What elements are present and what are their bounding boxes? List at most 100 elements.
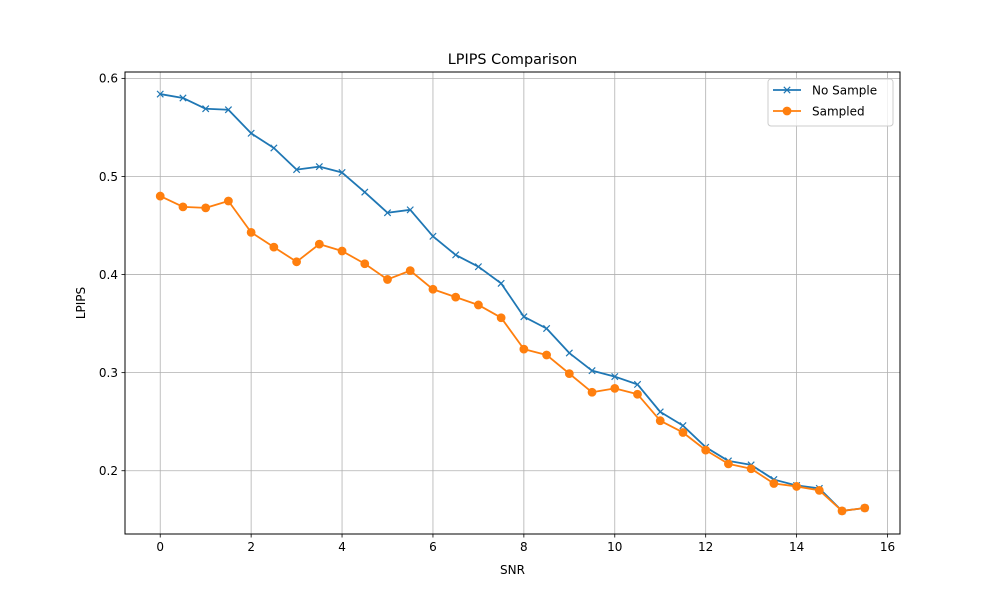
- data-point-no-sample: [179, 94, 187, 102]
- data-point-sampled: [405, 266, 415, 276]
- data-point-no-sample-stroke: [520, 313, 528, 321]
- data-point-sampled: [542, 350, 551, 360]
- plot-frame: [124, 71, 901, 535]
- data-point-no-sample: [247, 129, 255, 137]
- data-point-sampled: [610, 383, 620, 393]
- x-tick-label: 0: [156, 540, 164, 554]
- legend: No Sample Sampled: [767, 78, 894, 127]
- data-point-no-sample: [406, 206, 414, 214]
- data-point-sampled: [633, 389, 642, 399]
- legend-marker-sampled: [782, 106, 792, 116]
- data-point-no-sample-stroke: [429, 232, 437, 240]
- x-axis-label: SNR: [500, 563, 525, 577]
- x-tick-label: 6: [429, 540, 437, 554]
- data-point-no-sample-stroke: [406, 206, 414, 214]
- x-tick-label: 8: [520, 540, 528, 554]
- legend-label-no-sample: No Sample: [812, 84, 877, 98]
- data-point-no-sample: [156, 90, 164, 98]
- data-point-no-sample: [497, 279, 505, 288]
- data-point-sampled: [246, 227, 256, 237]
- data-point-sampled: [428, 284, 438, 294]
- data-point-no-sample: [292, 165, 301, 174]
- legend-marker-point: [783, 86, 791, 94]
- x-tick-label: 10: [607, 540, 622, 554]
- data-point-no-sample: [224, 106, 233, 114]
- data-point-no-sample-stroke: [542, 324, 551, 333]
- legend-marker-point-stroke: [783, 86, 791, 94]
- data-point-no-sample-stroke: [611, 372, 619, 381]
- legend-label-sampled: Sampled: [812, 105, 865, 119]
- data-point-sampled: [360, 259, 370, 269]
- data-point-sampled: [201, 203, 211, 213]
- data-point-sampled: [292, 257, 301, 267]
- data-point-no-sample-stroke: [679, 421, 687, 430]
- data-point-no-sample-stroke: [588, 367, 596, 375]
- data-point-sampled: [814, 485, 824, 495]
- data-point-no-sample: [270, 144, 278, 152]
- data-point-no-sample-stroke: [474, 263, 483, 271]
- grid: [125, 72, 900, 534]
- x-tick-label: 4: [338, 540, 346, 554]
- data-point-no-sample-stroke: [270, 144, 278, 152]
- data-point-sampled: [155, 191, 165, 201]
- series-line-no-sample: [160, 93, 865, 512]
- y-tick-label: 0.2: [99, 464, 118, 478]
- legend-marker-point: [782, 106, 792, 116]
- data-point-no-sample-stroke: [315, 163, 323, 171]
- axis-ticks: 0 2 4 6 8 10 12 14 16 0.2 0.3 0.4 0.5 0.6: [99, 72, 895, 554]
- x-tick-label: 16: [880, 540, 895, 554]
- x-tick-label: 14: [789, 540, 804, 554]
- data-point-no-sample-stroke: [383, 209, 392, 217]
- data-point-no-sample-stroke: [338, 168, 346, 177]
- data-point-sampled: [451, 292, 461, 302]
- data-point-sampled: [269, 242, 279, 252]
- legend-marker-no-sample: [783, 86, 791, 94]
- x-tick-label: 2: [247, 540, 255, 554]
- data-point-no-sample: [588, 367, 596, 375]
- data-point-no-sample: [383, 209, 392, 217]
- data-point-no-sample: [474, 263, 483, 271]
- data-point-no-sample-stroke: [224, 106, 233, 114]
- data-point-sampled: [383, 275, 392, 284]
- data-point-no-sample-stroke: [292, 165, 301, 174]
- data-point-no-sample: [520, 313, 528, 321]
- data-point-sampled: [678, 428, 688, 437]
- data-point-sampled: [519, 344, 529, 354]
- data-point-no-sample: [202, 105, 210, 113]
- data-point-no-sample: [429, 232, 437, 240]
- data-point-sampled: [496, 313, 506, 323]
- data-point-sampled: [314, 239, 324, 249]
- data-point-no-sample-stroke: [202, 105, 210, 113]
- data-point-no-sample-stroke: [452, 251, 460, 259]
- data-point-no-sample: [633, 380, 642, 389]
- y-tick-label: 0.4: [99, 268, 118, 282]
- data-point-sampled: [746, 464, 756, 474]
- data-point-no-sample: [611, 372, 619, 381]
- series-layer: [155, 90, 870, 516]
- x-tick-label: 12: [698, 540, 713, 554]
- y-tick-label: 0.3: [99, 366, 118, 380]
- data-point-no-sample-stroke: [656, 408, 664, 416]
- data-point-no-sample-stroke: [565, 349, 573, 357]
- data-point-sampled: [701, 445, 711, 455]
- data-point-no-sample: [679, 421, 687, 430]
- data-point-sampled: [587, 387, 597, 397]
- data-point-no-sample: [656, 408, 664, 416]
- data-point-sampled: [337, 246, 347, 256]
- data-point-sampled: [655, 416, 665, 426]
- series-sampled: [155, 191, 870, 516]
- data-point-no-sample-stroke: [361, 188, 369, 196]
- data-point-sampled: [769, 479, 779, 488]
- data-point-no-sample: [542, 324, 551, 333]
- data-point-no-sample-stroke: [156, 90, 164, 98]
- data-point-sampled: [474, 300, 483, 310]
- y-tick-label: 0.6: [99, 72, 118, 86]
- data-point-sampled: [224, 196, 233, 206]
- data-point-no-sample: [452, 251, 460, 259]
- data-point-no-sample: [565, 349, 573, 357]
- data-point-sampled: [837, 506, 847, 516]
- data-point-no-sample: [338, 168, 346, 177]
- data-point-sampled: [860, 503, 870, 513]
- y-tick-label: 0.5: [99, 170, 118, 184]
